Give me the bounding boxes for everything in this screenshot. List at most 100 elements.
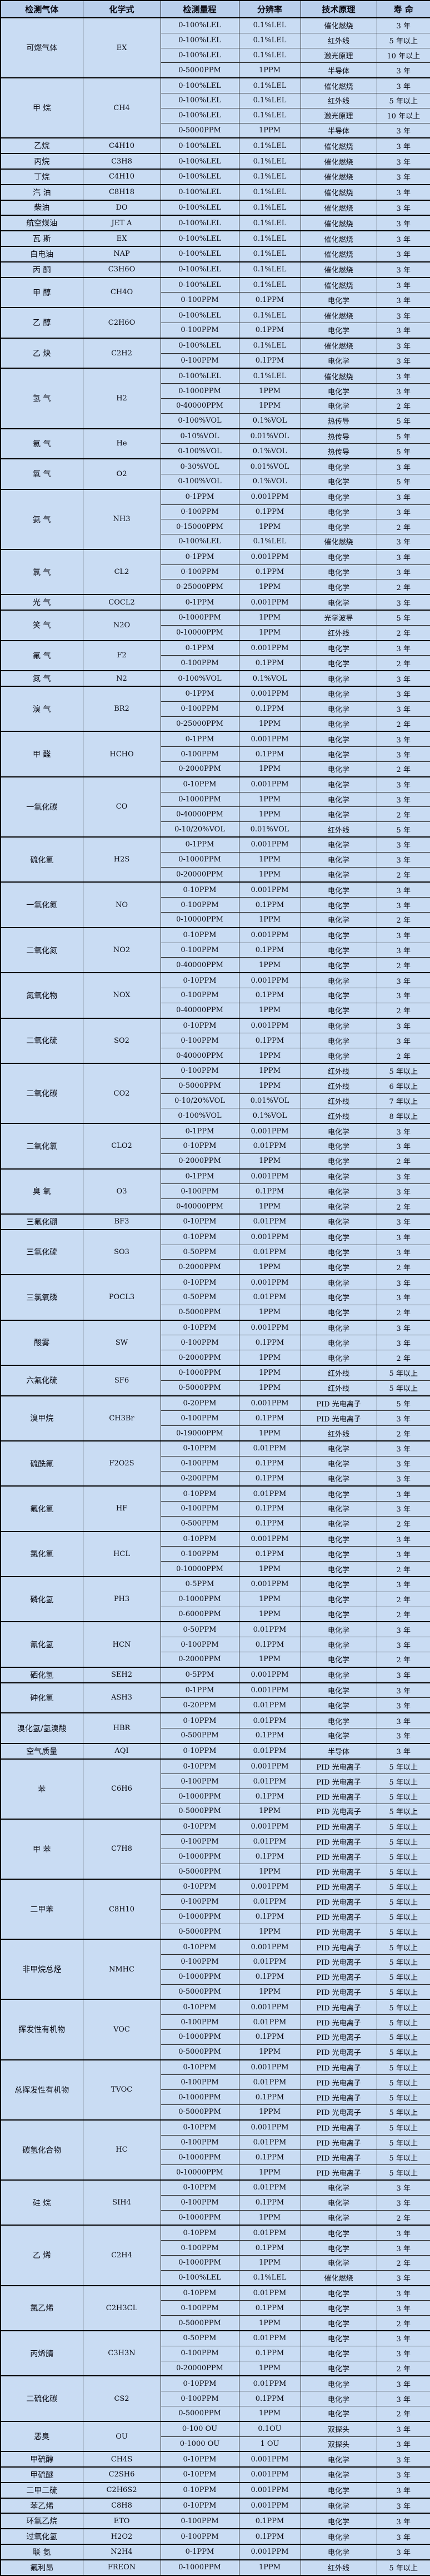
lifespan-cell: 5 年以上 (376, 2029, 430, 2045)
principle-cell: 电化学 (300, 292, 377, 308)
resolution-cell: 1PPM (238, 2164, 301, 2181)
lifespan-cell: 3 年 (376, 1289, 430, 1305)
lifespan-cell: 2 年 (376, 1425, 430, 1441)
lifespan-cell: 3 年 (376, 292, 430, 308)
table-row: 0-50PPM 0.01PPM 电化学 3 年 (1, 1289, 430, 1305)
resolution-cell: 0.1%LEL (238, 368, 301, 384)
range-cell: 0-5PPM (160, 1576, 239, 1592)
lifespan-cell: 2 年 (376, 912, 430, 928)
range-cell: 0-100PPM (160, 1546, 239, 1562)
lifespan-cell: 3 年 (376, 1485, 430, 1502)
table-row: 0-100PPM 0.1PPM 电化学 3 年 (1, 322, 430, 339)
gas-name-cell: 硫化氢 (0, 836, 83, 883)
principle-cell: PID 光电离子 (300, 2029, 377, 2045)
gas-name-cell: 氯 气 (0, 548, 83, 595)
table-row: 0-100%LEL 0.1%LEL 红外线 5 年以上 (1, 32, 430, 48)
table-row: 0-5000PPM 1PPM PID 光电离子 5 年以上 (1, 1924, 430, 1940)
gas-name-cell: 臭 氧 (0, 1168, 83, 1215)
table-row: 甲硫醇 CH4S 0-10PPM 0.001PPM 电化学 3 年 (0, 2451, 430, 2468)
lifespan-cell: 3 年 (376, 1470, 430, 1487)
formula-cell: NO2 (82, 927, 161, 973)
lifespan-cell: 3 年 (376, 1183, 430, 1200)
lifespan-cell: 3 年 (376, 2497, 430, 2514)
lifespan-cell: 5 年以上 (376, 1380, 430, 1396)
formula-cell: C6H6 (82, 1758, 161, 1820)
table-row: 0-10000PPM 1PPM PID 光电离子 5 年以上 (1, 2164, 430, 2181)
range-cell: 0-100%LEL (160, 92, 239, 108)
resolution-cell: 0.1PPM (238, 2089, 301, 2105)
resolution-cell: 0.1%VOL (238, 443, 301, 459)
table-row: 空气质量 AQI 0-10PPM 0.01PPM 半导体 3 年 (0, 1742, 430, 1760)
table-row: 0-100PPM 0.1PPM 电化学 3 年 (1, 746, 430, 762)
lifespan-cell: 3 年 (376, 168, 430, 185)
resolution-cell: 0.01PPM (238, 2225, 301, 2241)
table-row: 0-100PPM 0.1PPM 电化学 3 年 (1, 2345, 430, 2361)
lifespan-cell: 2 年 (376, 1652, 430, 1668)
resolution-cell: 1PPM (238, 1078, 301, 1094)
lifespan-cell: 3 年 (376, 245, 430, 262)
table-row: 苯 C6H6 0-10PPM 0.001PPM PID 光电离子 5 年以上 (0, 1758, 430, 1820)
lifespan-cell: 5 年以上 (376, 1909, 430, 1925)
resolution-cell: 1PPM (238, 2210, 301, 2226)
gas-name-cell: 甲硫醚 (0, 2466, 83, 2483)
principle-cell: 电化学 (300, 1455, 377, 1472)
resolution-cell: 0.01PPM (238, 1485, 301, 1502)
resolution-cell: 0.1%LEL (238, 107, 301, 123)
lifespan-cell: 3 年 (376, 1666, 430, 1683)
principle-cell: PID 光电离子 (300, 1984, 377, 2000)
principle-cell: 电化学 (300, 1048, 377, 1064)
lifespan-cell: 3 年 (376, 731, 430, 747)
range-cell: 0-100PPM (160, 1410, 239, 1426)
gas-name-cell: 苯 (0, 1758, 83, 1820)
lifespan-cell: 2 年 (376, 2255, 430, 2271)
formula-cell: HCL (82, 1530, 161, 1577)
table-row: 0-40000PPM 1PPM 电化学 2 年 (1, 806, 430, 823)
resolution-cell: 0.1PPM (238, 504, 301, 520)
resolution-cell: 0.001PPM (238, 1395, 301, 1411)
principle-cell: 电化学 (300, 957, 377, 973)
lifespan-cell: 3 年 (376, 1017, 430, 1034)
table-row: 0-40000PPM 1PPM 电化学 2 年 (1, 1002, 430, 1019)
formula-cell: SF6 (82, 1364, 161, 1396)
principle-cell: 电化学 (300, 1470, 377, 1487)
resolution-cell: 0.01PPM (238, 2179, 301, 2196)
principle-cell: 电化学 (300, 504, 377, 520)
range-cell: 0-10PPM (160, 1742, 239, 1760)
formula-cell: CH3Br (82, 1395, 161, 1441)
lifespan-cell: 3 年 (376, 2330, 430, 2346)
range-cell: 0-10PPM (160, 1999, 239, 2015)
resolution-cell: 0.1PPM (238, 701, 301, 717)
lifespan-cell: 3 年 (376, 2225, 430, 2241)
table-row: 氧 气 O2 0-30%VOL 0.01%VOL 电化学 3 年 (0, 458, 430, 490)
gas-name-cell: 挥发性有机物 (0, 1999, 83, 2060)
formula-cell: N2 (82, 670, 161, 687)
lifespan-cell: 3 年 (376, 1033, 430, 1049)
gas-name-cell: 甲 醇 (0, 276, 83, 308)
range-cell: 0-100PPM (160, 1062, 239, 1079)
range-cell: 0-100%LEL (160, 307, 239, 323)
range-cell: 0-5000PPM (160, 2044, 239, 2060)
resolution-cell: 0.001PPM (238, 1319, 301, 1336)
header-cell: 技术原理 (300, 0, 377, 18)
resolution-cell: 0.1%LEL (238, 230, 301, 247)
range-cell: 0-2000PPM (160, 1153, 239, 1170)
resolution-cell: 0.001PPM (238, 1530, 301, 1547)
gas-name-cell: 总挥发性有机物 (0, 2059, 83, 2121)
range-cell: 0-100PPM (160, 2528, 239, 2545)
gas-name-cell: 氢 气 (0, 368, 83, 429)
range-cell: 0-100PPM (160, 1335, 239, 1351)
resolution-cell: 0.1PPM (238, 1789, 301, 1805)
range-cell: 0-100PPM (160, 655, 239, 671)
resolution-cell: 1PPM (238, 866, 301, 883)
lifespan-cell: 5 年以上 (376, 1879, 430, 1895)
range-cell: 0-10PPM (160, 1530, 239, 1547)
lifespan-cell: 6 年以上 (376, 1078, 430, 1094)
range-cell: 0-5000PPM (160, 2405, 239, 2422)
formula-cell: EX (82, 17, 161, 78)
principle-cell: 电化学 (300, 2179, 377, 2196)
principle-cell: 电化学 (300, 1002, 377, 1019)
lifespan-cell: 3 年 (376, 488, 430, 505)
table-row: 硫化氢 H2S 0-1PPM 0.001PPM 电化学 3 年 (0, 836, 430, 883)
principle-cell: 电化学 (300, 458, 377, 474)
resolution-cell: 0.1%LEL (238, 168, 301, 185)
